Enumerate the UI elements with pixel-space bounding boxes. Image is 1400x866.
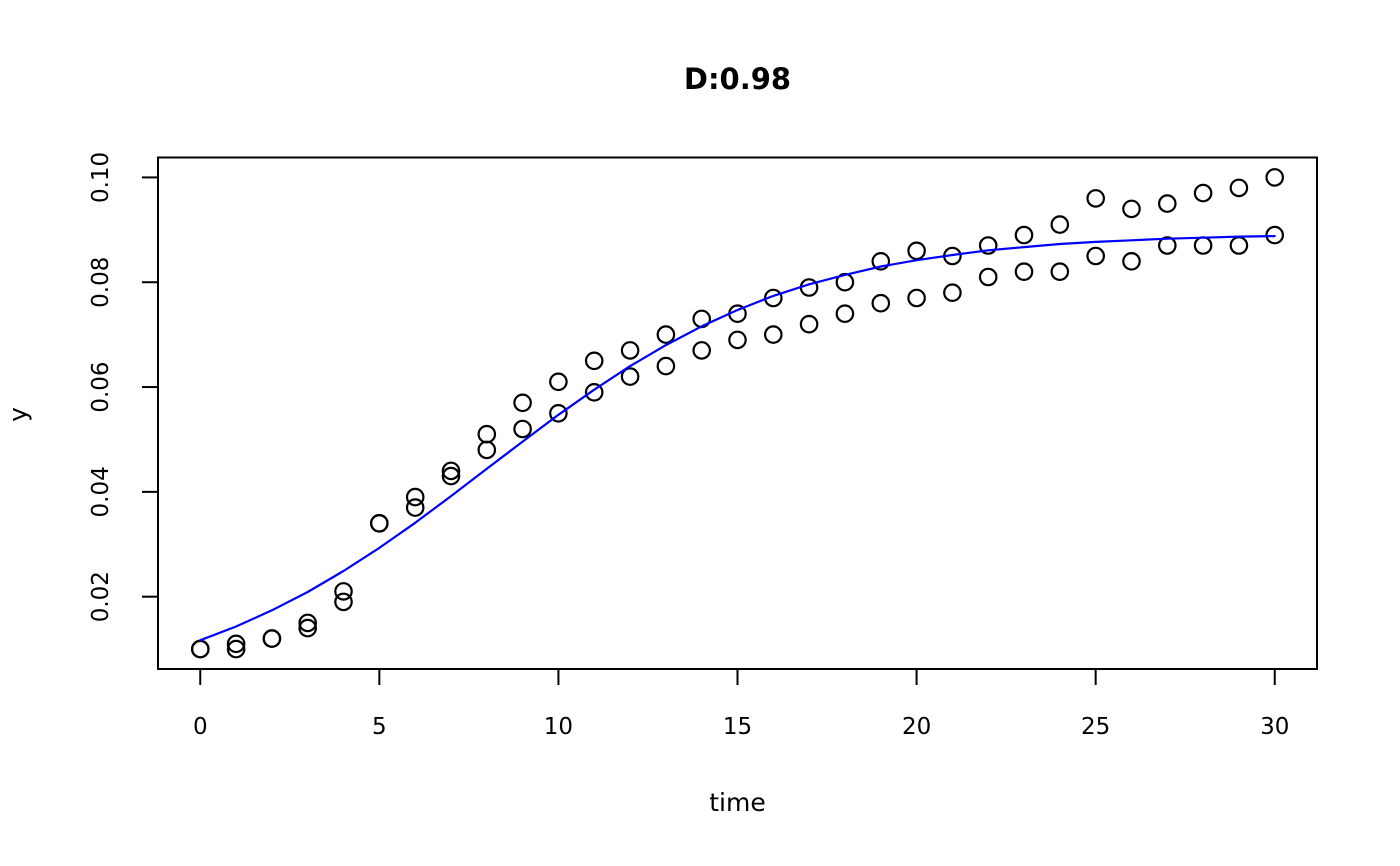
- observed-lower-point: [763, 325, 783, 344]
- x-tick-label: 20: [902, 714, 931, 740]
- x-axis-label: time: [709, 788, 766, 817]
- observed-upper-point: [549, 372, 568, 392]
- observed-lower-point: [477, 440, 497, 460]
- observed-lower-point: [226, 639, 246, 659]
- observed-lower-point: [513, 419, 532, 439]
- y-tick-label: 0.10: [88, 152, 114, 203]
- x-tick-label: 10: [544, 714, 573, 740]
- observed-lower-point: [907, 288, 926, 308]
- observed-lower-point: [1050, 262, 1070, 281]
- y-tick-label: 0.04: [88, 466, 114, 517]
- observed-upper-point: [1014, 225, 1034, 245]
- observed-lower-point: [1122, 251, 1141, 271]
- observed-upper-point: [1050, 215, 1070, 234]
- observed-upper-point: [405, 487, 425, 507]
- y-tick-label: 0.02: [88, 571, 114, 622]
- x-tick-label: 5: [372, 714, 387, 740]
- x-tick-label: 30: [1260, 714, 1289, 740]
- observed-upper-point: [1265, 168, 1284, 187]
- x-tick-label: 15: [723, 714, 752, 740]
- observed-upper-point: [298, 613, 317, 633]
- observed-lower-point: [656, 356, 676, 376]
- y-tick-label: 0.06: [88, 361, 114, 412]
- x-tick-label: 0: [193, 714, 208, 740]
- observed-lower-point: [1086, 246, 1105, 266]
- observed-lower-point: [1229, 236, 1249, 255]
- observed-lower-point: [549, 403, 568, 423]
- plot-box-border: [157, 156, 1318, 670]
- observed-upper-point: [871, 251, 891, 271]
- observed-upper-point: [978, 236, 998, 255]
- observed-lower-point: [1158, 236, 1177, 255]
- observed-lower-point: [835, 304, 855, 323]
- observed-upper-point: [369, 513, 389, 533]
- observed-lower-point: [1014, 262, 1034, 281]
- observed-upper-point: [1086, 189, 1105, 208]
- observed-lower-point: [943, 283, 962, 302]
- observed-lower-point: [692, 341, 711, 360]
- observed-upper-point: [1122, 199, 1141, 219]
- observed-upper-point: [191, 639, 210, 659]
- observed-lower-point: [405, 498, 425, 517]
- observed-lower-point: [728, 330, 747, 350]
- observed-lower-point: [620, 367, 640, 386]
- observed-lower-point: [441, 466, 461, 486]
- observed-upper-point: [620, 341, 640, 360]
- observed-upper-point: [441, 461, 461, 481]
- x-tick-label: 25: [1081, 714, 1110, 740]
- observed-upper-point: [1193, 183, 1213, 203]
- observed-upper-point: [1229, 178, 1249, 198]
- fitted-curve-line: [199, 235, 1276, 642]
- observed-upper-point: [334, 582, 353, 601]
- observed-lower-point: [298, 618, 317, 638]
- observed-lower-point: [584, 382, 604, 402]
- observed-upper-point: [262, 629, 282, 648]
- y-tick-label: 0.08: [88, 257, 114, 308]
- observed-upper-point: [477, 424, 497, 444]
- observed-lower-point: [978, 267, 998, 287]
- observed-upper-point: [226, 634, 246, 654]
- y-axis-label: y: [3, 407, 33, 422]
- observed-upper-point: [907, 241, 926, 261]
- observed-lower-point: [334, 592, 353, 612]
- observed-upper-point: [584, 351, 604, 371]
- observed-lower-point: [799, 314, 819, 334]
- observed-upper-point: [513, 393, 532, 413]
- observed-lower-point: [1193, 236, 1213, 255]
- observed-lower-point: [871, 293, 891, 313]
- observed-upper-point: [1158, 194, 1177, 213]
- observed-lower-point: [1265, 225, 1284, 245]
- observed-upper-point: [656, 325, 676, 344]
- chart-title: D:0.98: [683, 62, 792, 96]
